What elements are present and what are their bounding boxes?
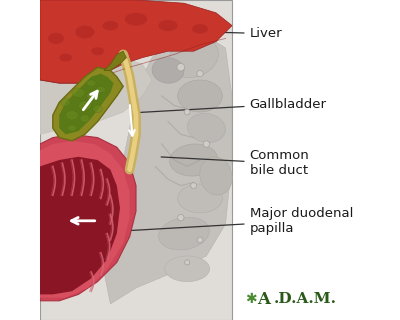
Ellipse shape <box>61 99 70 106</box>
Polygon shape <box>59 74 114 134</box>
Text: ✱: ✱ <box>245 292 256 306</box>
Ellipse shape <box>125 13 147 26</box>
Ellipse shape <box>187 113 226 143</box>
Ellipse shape <box>48 33 64 44</box>
Ellipse shape <box>192 24 208 34</box>
Circle shape <box>203 141 210 147</box>
Ellipse shape <box>80 115 90 123</box>
Ellipse shape <box>59 54 72 62</box>
Polygon shape <box>40 141 130 298</box>
Circle shape <box>197 237 203 243</box>
Circle shape <box>178 214 184 221</box>
Polygon shape <box>53 67 123 141</box>
Ellipse shape <box>178 184 222 213</box>
Ellipse shape <box>72 88 85 98</box>
Polygon shape <box>40 157 120 294</box>
Ellipse shape <box>78 101 91 110</box>
Ellipse shape <box>96 86 106 93</box>
Polygon shape <box>104 51 126 70</box>
Circle shape <box>197 70 203 77</box>
Text: Gallbladder: Gallbladder <box>139 98 326 113</box>
Ellipse shape <box>159 217 209 250</box>
Ellipse shape <box>200 157 232 195</box>
Ellipse shape <box>86 80 96 86</box>
Text: A: A <box>258 291 270 308</box>
Ellipse shape <box>152 58 184 83</box>
Polygon shape <box>40 0 232 83</box>
Circle shape <box>191 183 196 188</box>
Ellipse shape <box>178 80 222 112</box>
FancyBboxPatch shape <box>40 0 232 320</box>
Ellipse shape <box>170 144 218 176</box>
Ellipse shape <box>158 20 178 31</box>
Text: Liver: Liver <box>153 27 282 40</box>
Ellipse shape <box>93 105 102 113</box>
Circle shape <box>177 63 185 71</box>
Polygon shape <box>104 32 232 304</box>
Text: Major duodenal
papilla: Major duodenal papilla <box>107 207 353 235</box>
Polygon shape <box>40 134 136 301</box>
Text: Common
bile duct: Common bile duct <box>161 149 309 177</box>
Ellipse shape <box>169 37 218 78</box>
Circle shape <box>185 260 190 265</box>
Text: .D.A.M.: .D.A.M. <box>274 292 336 306</box>
Ellipse shape <box>86 92 96 100</box>
Ellipse shape <box>102 21 118 30</box>
Ellipse shape <box>66 110 78 120</box>
Ellipse shape <box>165 256 210 282</box>
Ellipse shape <box>67 125 77 131</box>
Ellipse shape <box>75 26 94 38</box>
Polygon shape <box>40 58 152 134</box>
Ellipse shape <box>91 47 104 55</box>
Circle shape <box>184 109 190 115</box>
